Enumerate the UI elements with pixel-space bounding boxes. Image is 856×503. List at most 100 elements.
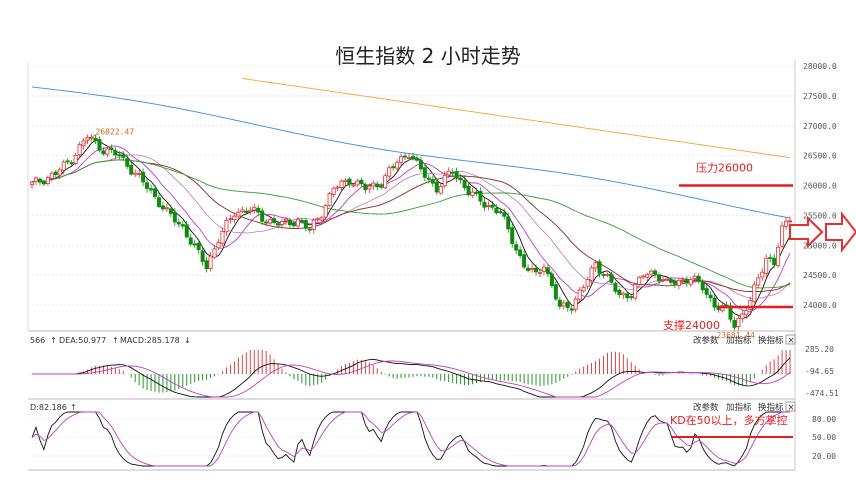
- macd-tick-top: 285.20: [805, 345, 834, 354]
- up-arrow-icon: ↑: [70, 403, 77, 412]
- candle-body: [101, 150, 106, 155]
- ma60-line: [31, 159, 791, 289]
- candle-body: [93, 137, 98, 142]
- macd-value-label: MACD:285.178: [120, 336, 180, 345]
- candle-body: [347, 178, 352, 185]
- macd-btn-params[interactable]: 改参数: [693, 335, 719, 346]
- candle-body: [490, 204, 495, 208]
- candle-body: [232, 215, 237, 221]
- y-tick-label: 26500.0: [803, 152, 837, 161]
- y-tick-label: 28000.0: [803, 62, 837, 71]
- candle-body: [430, 179, 435, 184]
- candle-body: [113, 150, 118, 156]
- candle-body: [184, 224, 189, 238]
- candle-body: [410, 156, 415, 160]
- ma-long-orange-line: [242, 78, 791, 159]
- candle-body: [649, 270, 654, 275]
- candle-body: [311, 219, 316, 230]
- candle-body: [192, 243, 197, 246]
- candle-body: [196, 242, 201, 251]
- candle-body: [696, 275, 701, 282]
- candle-body: [272, 218, 277, 223]
- candle-body: [248, 209, 253, 212]
- right-arrow-icon: [825, 211, 856, 253]
- resistance-label: 压力26000: [696, 162, 753, 175]
- candle-body: [379, 185, 384, 188]
- close-icon[interactable]: [785, 334, 796, 345]
- candle-body: [629, 296, 634, 299]
- candle-body: [77, 144, 82, 156]
- candle-body: [645, 274, 650, 278]
- candle-body: [680, 279, 685, 282]
- candle-body: [565, 301, 570, 309]
- candle-body: [732, 319, 737, 328]
- y-tick-label: 26000.0: [803, 182, 837, 191]
- ma10-line: [31, 145, 791, 313]
- kd-btn-add[interactable]: 加指标: [726, 402, 752, 413]
- candle-body: [692, 275, 697, 279]
- high-pointer: [83, 134, 96, 145]
- candle-body: [438, 185, 443, 194]
- candle-body: [466, 186, 471, 196]
- candle-body: [299, 219, 304, 223]
- candle-body: [315, 218, 320, 221]
- y-tick-label: 27000.0: [803, 122, 837, 131]
- candle-body: [105, 148, 110, 155]
- candle-body: [220, 230, 225, 244]
- candle-body: [414, 158, 419, 161]
- candle-body: [573, 298, 578, 310]
- candle-body: [418, 160, 423, 170]
- candle-body: [776, 246, 781, 267]
- candle-body: [653, 270, 658, 275]
- candle-body: [625, 293, 630, 299]
- candle-body: [57, 169, 62, 176]
- candle-body: [291, 223, 296, 227]
- candle-body: [422, 167, 427, 178]
- candle-body: [168, 208, 173, 214]
- candle-body: [149, 188, 154, 191]
- kd-btn-switch[interactable]: 换指标: [758, 402, 784, 413]
- kd-legend-label: D:82.186: [30, 403, 67, 412]
- candle-body: [61, 161, 66, 171]
- candle-body: [514, 244, 519, 251]
- candle-body: [748, 300, 753, 310]
- candle-body: [708, 294, 713, 299]
- candle-body: [764, 257, 769, 274]
- candle-body: [581, 286, 586, 292]
- candle-body: [688, 279, 693, 285]
- candle-body: [303, 220, 308, 229]
- candle-body: [541, 266, 546, 272]
- candle-body: [704, 288, 709, 295]
- macd-btn-switch[interactable]: 换指标: [758, 335, 784, 346]
- candle-body: [391, 166, 396, 169]
- candle-body: [240, 209, 245, 212]
- candle-body: [577, 289, 582, 300]
- y-tick-label: 24500.0: [803, 271, 837, 280]
- candle-body: [569, 308, 574, 311]
- chart-title: 恒生指数 2 小时走势: [335, 44, 520, 68]
- high-label: 26822.47: [96, 127, 135, 136]
- candle-body: [280, 220, 285, 225]
- kd-btn-close[interactable]: ×: [788, 403, 795, 413]
- candle-body: [684, 278, 689, 284]
- candle-body: [172, 211, 177, 223]
- candle-body: [252, 206, 257, 211]
- candle-body: [740, 313, 745, 319]
- candle-body: [129, 165, 134, 175]
- candle-body: [188, 237, 193, 245]
- candle-body: [462, 180, 467, 189]
- macd-btn-add[interactable]: 加指标: [726, 335, 752, 346]
- candle-body: [41, 180, 46, 185]
- candle-body: [605, 274, 610, 276]
- candle-body: [49, 172, 54, 179]
- macd-btn-close[interactable]: ×: [788, 336, 795, 346]
- ma5-line: [31, 139, 791, 319]
- candle-body: [331, 187, 336, 195]
- candle-body: [712, 297, 717, 308]
- candle-body: [403, 155, 408, 158]
- candle-body: [661, 278, 666, 281]
- kd-btn-params[interactable]: 改参数: [693, 402, 719, 413]
- close-icon[interactable]: [785, 401, 796, 412]
- candle-body: [506, 216, 511, 230]
